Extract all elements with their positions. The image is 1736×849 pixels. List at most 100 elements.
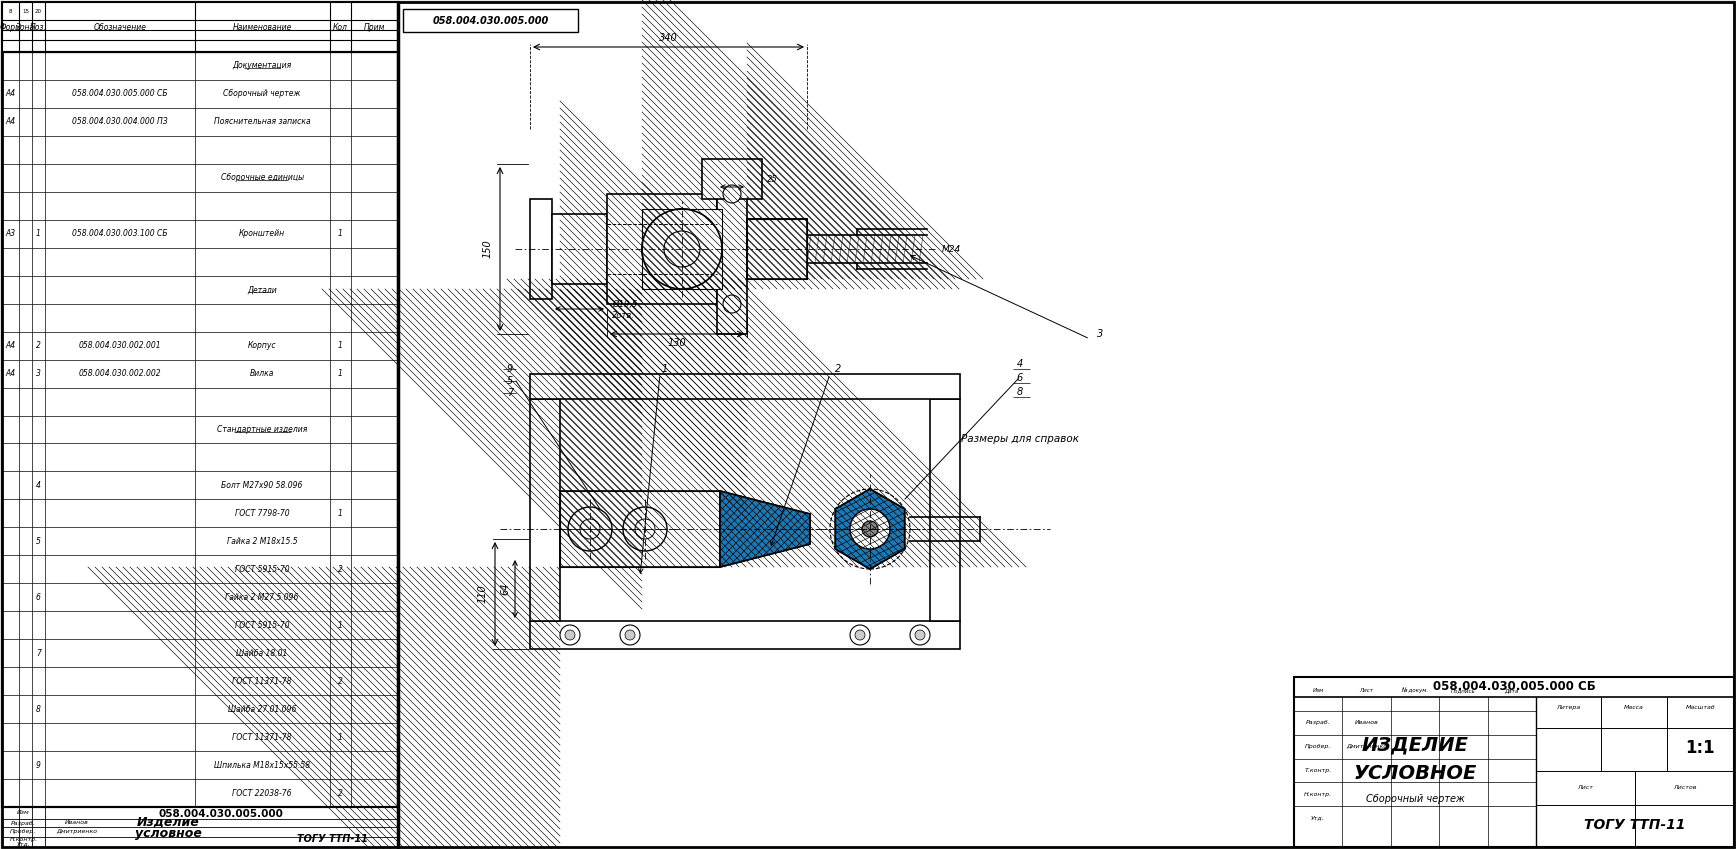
Text: ГОСТ 5915-70: ГОСТ 5915-70 bbox=[234, 565, 290, 574]
Text: 4: 4 bbox=[1017, 359, 1023, 369]
Text: A3: A3 bbox=[5, 229, 16, 239]
Text: 058.004.030.004.000 ПЗ: 058.004.030.004.000 ПЗ bbox=[71, 117, 168, 127]
Text: 5: 5 bbox=[507, 376, 514, 386]
Text: Пояснительная записка: Пояснительная записка bbox=[214, 117, 311, 127]
Text: 1: 1 bbox=[339, 341, 342, 350]
Text: 2: 2 bbox=[339, 677, 342, 686]
Text: Утд.: Утд. bbox=[17, 841, 30, 846]
Text: Подпись: Подпись bbox=[1451, 688, 1476, 693]
Text: ГОСТ 22038-76: ГОСТ 22038-76 bbox=[233, 789, 292, 797]
Bar bbox=[717, 164, 746, 334]
Text: 1:1: 1:1 bbox=[1686, 739, 1715, 757]
Text: 110: 110 bbox=[477, 585, 488, 604]
Text: Вилка: Вилка bbox=[250, 369, 274, 378]
Text: 20: 20 bbox=[35, 8, 42, 14]
Text: Изм: Изм bbox=[1312, 688, 1325, 693]
Bar bbox=[746, 219, 807, 279]
Text: Пробер.: Пробер. bbox=[10, 829, 36, 834]
Text: 150: 150 bbox=[483, 239, 493, 258]
Circle shape bbox=[722, 185, 741, 203]
Circle shape bbox=[642, 209, 722, 289]
Text: Литера: Литера bbox=[1557, 706, 1581, 710]
Text: 2отв.: 2отв. bbox=[613, 311, 635, 319]
Text: 8: 8 bbox=[1017, 387, 1023, 397]
Text: 64: 64 bbox=[500, 582, 510, 595]
Bar bbox=[930, 399, 960, 621]
Text: 340: 340 bbox=[660, 33, 677, 43]
Text: Кронштейн: Кронштейн bbox=[240, 229, 285, 239]
Polygon shape bbox=[835, 489, 904, 569]
Bar bbox=[746, 219, 807, 279]
Text: Пробер.: Пробер. bbox=[1305, 745, 1332, 749]
Text: 130: 130 bbox=[668, 338, 686, 348]
Text: Форм: Форм bbox=[0, 23, 21, 31]
Bar bbox=[2, 2, 398, 847]
Text: A4: A4 bbox=[5, 89, 16, 98]
Text: ТОГУ ТТП-11: ТОГУ ТТП-11 bbox=[297, 834, 368, 844]
Bar bbox=[1293, 677, 1734, 847]
Text: Детали: Детали bbox=[247, 285, 278, 295]
Bar bbox=[529, 399, 561, 621]
Text: Ø19,5: Ø19,5 bbox=[613, 300, 637, 308]
Text: Наименование: Наименование bbox=[233, 23, 292, 31]
Text: Гайка 2 М27.5 096: Гайка 2 М27.5 096 bbox=[226, 593, 299, 602]
Text: Дмитриенко: Дмитриенко bbox=[56, 829, 97, 834]
Text: A4: A4 bbox=[5, 117, 16, 127]
Text: Лист: Лист bbox=[1578, 785, 1594, 790]
Text: № докум.: № докум. bbox=[1401, 688, 1429, 694]
Text: 1: 1 bbox=[339, 509, 342, 518]
Text: Документация: Документация bbox=[233, 61, 292, 70]
Text: Н.контр.: Н.контр. bbox=[1304, 792, 1332, 797]
Bar bbox=[403, 9, 578, 32]
Bar bbox=[608, 194, 717, 304]
Text: Болт М27х90 58.096: Болт М27х90 58.096 bbox=[222, 481, 302, 490]
Text: 058.004.030.005.000: 058.004.030.005.000 bbox=[432, 15, 549, 25]
Text: Обозначение: Обозначение bbox=[94, 23, 146, 31]
Text: Дата: Дата bbox=[1505, 688, 1519, 693]
Text: 1: 1 bbox=[339, 229, 342, 239]
Bar bbox=[746, 219, 807, 279]
Text: M24: M24 bbox=[943, 245, 962, 254]
Circle shape bbox=[910, 625, 930, 645]
Text: 5: 5 bbox=[36, 537, 42, 546]
Text: Размеры для справок: Размеры для справок bbox=[962, 434, 1080, 444]
Text: 058.004.030.003.100 СБ: 058.004.030.003.100 СБ bbox=[71, 229, 168, 239]
Text: Изм: Изм bbox=[17, 811, 30, 816]
Text: 058.004.030.005.000 СБ: 058.004.030.005.000 СБ bbox=[1432, 681, 1595, 694]
Text: Иванов: Иванов bbox=[1354, 721, 1378, 725]
Circle shape bbox=[863, 521, 878, 537]
Text: Масса: Масса bbox=[1625, 706, 1644, 710]
Polygon shape bbox=[835, 489, 904, 569]
Circle shape bbox=[722, 295, 741, 313]
Text: 058.004.030.002.001: 058.004.030.002.001 bbox=[78, 341, 161, 350]
Text: 3: 3 bbox=[1097, 329, 1102, 339]
Text: ГОСТ 11371-78: ГОСТ 11371-78 bbox=[233, 677, 292, 686]
Text: Изделие: Изделие bbox=[137, 816, 200, 829]
Bar bbox=[561, 491, 720, 567]
Circle shape bbox=[620, 625, 641, 645]
Circle shape bbox=[856, 630, 865, 640]
Text: 2: 2 bbox=[339, 789, 342, 797]
Text: Разраб.: Разраб. bbox=[1305, 721, 1330, 725]
Text: Утд.: Утд. bbox=[1311, 816, 1325, 821]
Text: 058.004.030.005.000 СБ: 058.004.030.005.000 СБ bbox=[71, 89, 168, 98]
Text: Листов: Листов bbox=[1674, 785, 1696, 790]
Text: Иванов: Иванов bbox=[64, 820, 89, 825]
Text: 8: 8 bbox=[9, 8, 12, 14]
Circle shape bbox=[561, 625, 580, 645]
Text: ГОСТ 5915-70: ГОСТ 5915-70 bbox=[234, 621, 290, 630]
Text: Шпилька М18х15х55.58: Шпилька М18х15х55.58 bbox=[214, 761, 311, 769]
Text: 15: 15 bbox=[23, 8, 30, 14]
Bar bbox=[529, 374, 960, 399]
Bar bbox=[529, 621, 960, 649]
Text: A4: A4 bbox=[5, 369, 16, 378]
Text: Поз.: Поз. bbox=[30, 23, 47, 31]
Text: 1: 1 bbox=[339, 621, 342, 630]
Text: 7: 7 bbox=[507, 388, 514, 398]
Text: Т.контр.: Т.контр. bbox=[1304, 768, 1332, 773]
Bar bbox=[642, 209, 722, 289]
Text: 058.004.030.002.002: 058.004.030.002.002 bbox=[78, 369, 161, 378]
Text: 1: 1 bbox=[661, 364, 668, 374]
Text: Шайба 18.01: Шайба 18.01 bbox=[236, 649, 288, 658]
Text: ИЗДЕЛИЕ: ИЗДЕЛИЕ bbox=[1361, 735, 1469, 755]
